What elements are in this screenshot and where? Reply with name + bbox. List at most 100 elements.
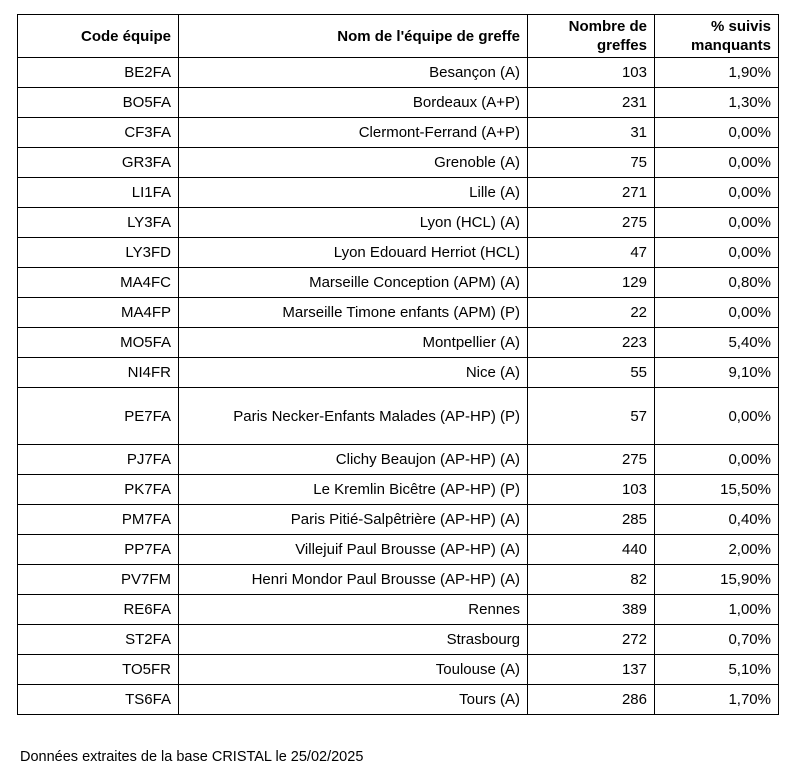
table-body: BE2FA Besançon (A) 103 1,90% BO5FA Bordeaux (… xyxy=(17,57,779,715)
cell-code-equipe: CF3FA xyxy=(17,117,179,148)
cell-pourcent-suivis-manquants: 1,70% xyxy=(654,684,779,715)
cell-nom-equipe: Lyon Edouard Herriot (HCL) xyxy=(178,237,528,268)
cell-nombre-greffes: 389 xyxy=(527,594,655,625)
column-header-pourcent-suivis-manquants: % suivis manquants xyxy=(654,14,779,58)
table-row: CF3FA Clermont-Ferrand (A+P) 31 0,00% xyxy=(17,117,779,148)
cell-pourcent-suivis-manquants: 0,00% xyxy=(654,147,779,178)
column-header-nombre-greffes: Nombre de greffes xyxy=(527,14,655,58)
cell-nombre-greffes: 57 xyxy=(527,387,655,445)
transplant-teams-table: Code équipe Nom de l'équipe de greffe No… xyxy=(17,14,779,715)
table-row: LY3FD Lyon Edouard Herriot (HCL) 47 0,00% xyxy=(17,237,779,268)
cell-pourcent-suivis-manquants: 5,10% xyxy=(654,654,779,685)
cell-code-equipe: NI4FR xyxy=(17,357,179,388)
column-header-code-equipe: Code équipe xyxy=(17,14,179,58)
table-row: TO5FR Toulouse (A) 137 5,10% xyxy=(17,654,779,685)
cell-nom-equipe: Toulouse (A) xyxy=(178,654,528,685)
cell-nombre-greffes: 275 xyxy=(527,207,655,238)
table-row: LY3FA Lyon (HCL) (A) 275 0,00% xyxy=(17,207,779,238)
cell-nombre-greffes: 137 xyxy=(527,654,655,685)
cell-code-equipe: LI1FA xyxy=(17,177,179,208)
table-header: Code équipe Nom de l'équipe de greffe No… xyxy=(17,14,779,58)
table-row: MA4FC Marseille Conception (APM) (A) 129 0,… xyxy=(17,267,779,298)
cell-nombre-greffes: 231 xyxy=(527,87,655,118)
cell-nom-equipe: Henri Mondor Paul Brousse (AP-HP) (A) xyxy=(178,564,528,595)
cell-pourcent-suivis-manquants: 15,90% xyxy=(654,564,779,595)
cell-nom-equipe: Montpellier (A) xyxy=(178,327,528,358)
cell-nombre-greffes: 275 xyxy=(527,444,655,475)
cell-code-equipe: MO5FA xyxy=(17,327,179,358)
table-row: NI4FR Nice (A) 55 9,10% xyxy=(17,357,779,388)
cell-pourcent-suivis-manquants: 0,00% xyxy=(654,207,779,238)
cell-nombre-greffes: 440 xyxy=(527,534,655,565)
data-source-footnote: Données extraites de la base CRISTAL le … xyxy=(20,749,364,765)
table-row: ST2FA Strasbourg 272 0,70% xyxy=(17,624,779,655)
cell-code-equipe: TO5FR xyxy=(17,654,179,685)
cell-pourcent-suivis-manquants: 5,40% xyxy=(654,327,779,358)
table-header-row: Code équipe Nom de l'équipe de greffe No… xyxy=(17,14,779,58)
cell-pourcent-suivis-manquants: 0,40% xyxy=(654,504,779,535)
table-row: PK7FA Le Kremlin Bicêtre (AP-HP) (P) 103 15… xyxy=(17,474,779,505)
cell-nom-equipe: Clermont-Ferrand (A+P) xyxy=(178,117,528,148)
cell-pourcent-suivis-manquants: 1,00% xyxy=(654,594,779,625)
cell-pourcent-suivis-manquants: 1,30% xyxy=(654,87,779,118)
column-header-nom-equipe: Nom de l'équipe de greffe xyxy=(178,14,528,58)
table-row: RE6FA Rennes 389 1,00% xyxy=(17,594,779,625)
cell-code-equipe: GR3FA xyxy=(17,147,179,178)
table-row: LI1FA Lille (A) 271 0,00% xyxy=(17,177,779,208)
cell-nom-equipe: Lille (A) xyxy=(178,177,528,208)
cell-code-equipe: LY3FA xyxy=(17,207,179,238)
table-row: PP7FA Villejuif Paul Brousse (AP-HP) (A) 4… xyxy=(17,534,779,565)
cell-nombre-greffes: 272 xyxy=(527,624,655,655)
cell-code-equipe: TS6FA xyxy=(17,684,179,715)
cell-nombre-greffes: 82 xyxy=(527,564,655,595)
cell-nombre-greffes: 103 xyxy=(527,474,655,505)
cell-code-equipe: BO5FA xyxy=(17,87,179,118)
cell-nom-equipe: Paris Pitié-Salpêtrière (AP-HP) (A) xyxy=(178,504,528,535)
cell-code-equipe: LY3FD xyxy=(17,237,179,268)
cell-pourcent-suivis-manquants: 0,00% xyxy=(654,177,779,208)
cell-code-equipe: MA4FC xyxy=(17,267,179,298)
cell-code-equipe: PM7FA xyxy=(17,504,179,535)
cell-pourcent-suivis-manquants: 0,00% xyxy=(654,297,779,328)
cell-nom-equipe: Marseille Conception (APM) (A) xyxy=(178,267,528,298)
cell-code-equipe: PJ7FA xyxy=(17,444,179,475)
table-row: PJ7FA Clichy Beaujon (AP-HP) (A) 275 0,00% xyxy=(17,444,779,475)
cell-code-equipe: RE6FA xyxy=(17,594,179,625)
cell-nombre-greffes: 22 xyxy=(527,297,655,328)
cell-pourcent-suivis-manquants: 0,00% xyxy=(654,387,779,445)
cell-pourcent-suivis-manquants: 0,00% xyxy=(654,117,779,148)
cell-nombre-greffes: 223 xyxy=(527,327,655,358)
table-row: PV7FM Henri Mondor Paul Brousse (AP-HP) (… xyxy=(17,564,779,595)
cell-code-equipe: PV7FM xyxy=(17,564,179,595)
cell-code-equipe: PP7FA xyxy=(17,534,179,565)
cell-nom-equipe: Bordeaux (A+P) xyxy=(178,87,528,118)
cell-nom-equipe: Paris Necker-Enfants Malades (AP-HP) (P) xyxy=(178,387,528,445)
cell-nombre-greffes: 47 xyxy=(527,237,655,268)
cell-nom-equipe: Marseille Timone enfants (APM) (P) xyxy=(178,297,528,328)
table-row: MA4FP Marseille Timone enfants (APM) (P) 2… xyxy=(17,297,779,328)
cell-code-equipe: MA4FP xyxy=(17,297,179,328)
table-row: GR3FA Grenoble (A) 75 0,00% xyxy=(17,147,779,178)
cell-pourcent-suivis-manquants: 0,00% xyxy=(654,444,779,475)
cell-pourcent-suivis-manquants: 2,00% xyxy=(654,534,779,565)
cell-nombre-greffes: 286 xyxy=(527,684,655,715)
cell-pourcent-suivis-manquants: 9,10% xyxy=(654,357,779,388)
cell-nombre-greffes: 31 xyxy=(527,117,655,148)
cell-code-equipe: BE2FA xyxy=(17,57,179,88)
cell-nom-equipe: Grenoble (A) xyxy=(178,147,528,178)
table-row: PM7FA Paris Pitié-Salpêtrière (AP-HP) (A)… xyxy=(17,504,779,535)
cell-nombre-greffes: 75 xyxy=(527,147,655,178)
cell-nombre-greffes: 103 xyxy=(527,57,655,88)
cell-pourcent-suivis-manquants: 0,00% xyxy=(654,237,779,268)
cell-pourcent-suivis-manquants: 15,50% xyxy=(654,474,779,505)
cell-nom-equipe: Lyon (HCL) (A) xyxy=(178,207,528,238)
cell-code-equipe: PK7FA xyxy=(17,474,179,505)
table-row: BO5FA Bordeaux (A+P) 231 1,30% xyxy=(17,87,779,118)
table-row: TS6FA Tours (A) 286 1,70% xyxy=(17,684,779,715)
table-row: PE7FA Paris Necker-Enfants Malades (AP-HP… xyxy=(17,387,779,445)
cell-nom-equipe: Villejuif Paul Brousse (AP-HP) (A) xyxy=(178,534,528,565)
cell-nom-equipe: Strasbourg xyxy=(178,624,528,655)
transplant-teams-table-container: Code équipe Nom de l'équipe de greffe No… xyxy=(17,14,779,715)
cell-nombre-greffes: 285 xyxy=(527,504,655,535)
